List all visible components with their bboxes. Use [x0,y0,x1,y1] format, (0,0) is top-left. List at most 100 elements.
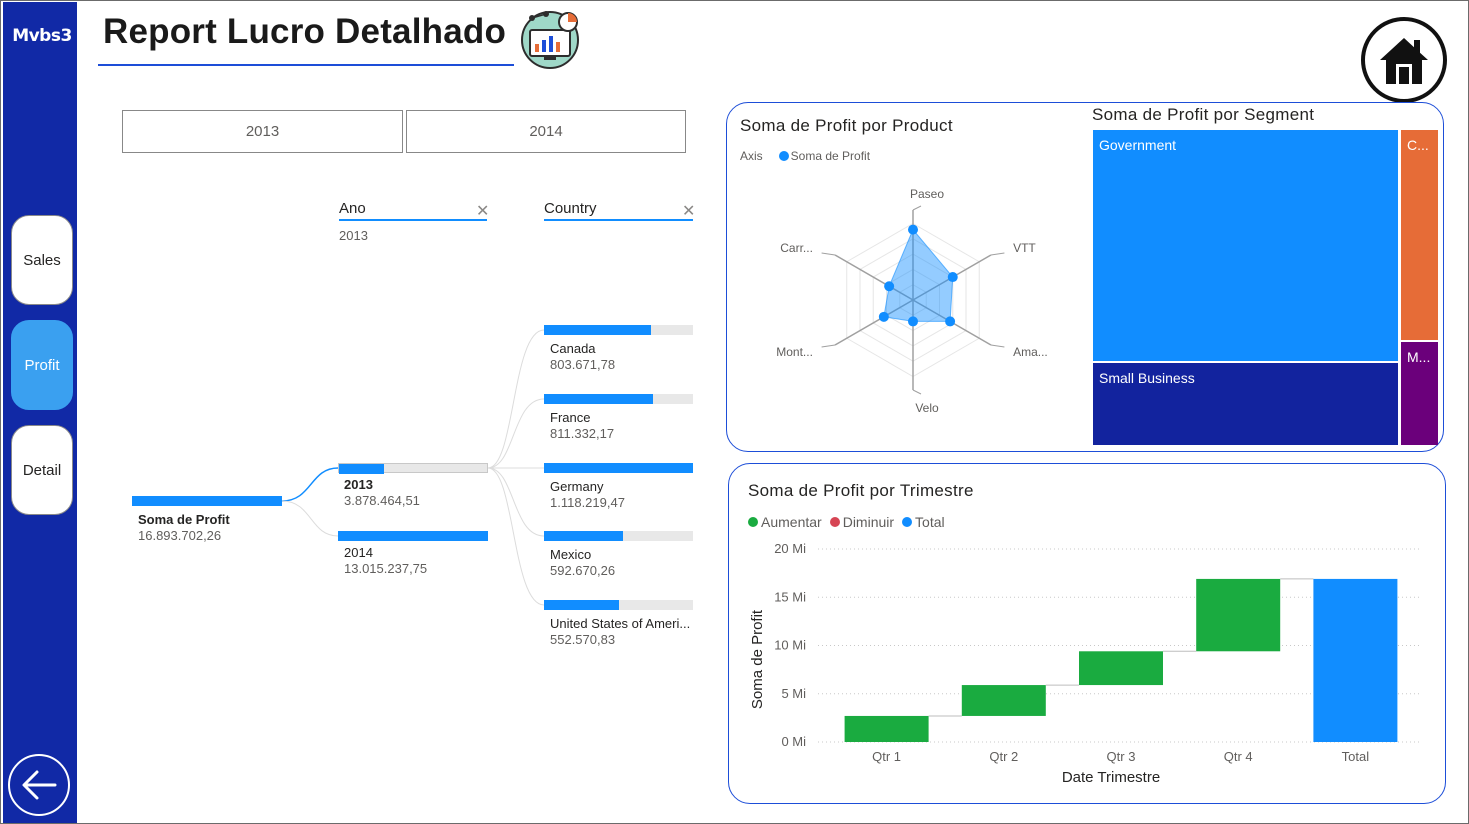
tree-year-value: 3.878.464,51 [344,493,420,508]
waterfall-y-tick-label: 20 Mi [774,541,806,556]
treemap-title: Soma de Profit por Segment [1092,105,1315,124]
legend-item-diminuir[interactable]: Diminuir [829,514,895,530]
tree-country-bar-fill [544,394,653,404]
nav-sales-button[interactable]: Sales [11,215,73,305]
home-button[interactable] [1361,17,1447,103]
remove-level-ano-icon[interactable]: ✕ [476,203,490,220]
radar-label-leader [990,252,1005,256]
tree-country-bar [544,463,693,473]
tree-country-label: United States of Ameri... [550,616,691,631]
home-icon [1380,38,1428,84]
tree-country-label: Canada [550,341,596,356]
radar-label-leader [990,344,1005,348]
tree-level-underline [339,219,487,221]
tree-level-selected-ano: 2013 [339,228,368,243]
radar-legend-axis: Axis [740,149,763,163]
tree-country-bar [544,531,693,541]
tree-level-header-ano: Ano [339,200,366,217]
radar-axis-label: Mont... [776,345,813,359]
waterfall-x-tick-label: Qtr 3 [1107,749,1136,764]
legend-dot-icon [778,151,789,161]
tree-year-bar-fill [339,464,384,474]
radar-chart-title: Soma de Profit por Product [740,116,953,135]
radar-axis-label: Carr... [780,241,813,255]
radar-data-point[interactable] [878,311,889,322]
tree-country-bar-fill [544,600,619,610]
arrow-left-icon [22,770,57,800]
legend-item-aumentar[interactable]: Aumentar [748,514,822,530]
waterfall-x-axis-title: Date Trimestre [1062,769,1160,786]
waterfall-x-tick-label: Qtr 2 [989,749,1018,764]
tree-year-bar [338,531,488,541]
waterfall-bar-increase[interactable] [1196,578,1281,652]
radar-legend-series-label: Soma de Profit [790,149,871,163]
tree-level-header-country: Country [544,200,597,217]
title-underline [98,64,514,66]
radar-series-area [883,228,954,322]
radar-data-point[interactable] [947,272,958,283]
treemap-label-small-business: Small Business [1099,370,1195,386]
waterfall-bar-increase[interactable] [961,685,1046,716]
waterfall-x-tick-label: Qtr 1 [872,749,901,764]
tree-year-label: 2013 [344,477,373,492]
tree-country-label: Mexico [550,547,592,562]
waterfall-y-tick-label: 5 Mi [781,686,806,701]
sidebar: Mvbs3 Sales Profit Detail [3,2,77,823]
dashboard-analytics-icon [521,11,579,69]
tree-level-underline [544,219,693,221]
tree-country-value: 811.332,17 [550,426,615,441]
legend-item-total[interactable]: Total [902,514,945,530]
page-title: Report Lucro Detalhado [103,12,507,51]
waterfall-y-tick-label: 15 Mi [774,589,806,604]
legend-label-total: Total [915,514,945,530]
waterfall-bar-increase[interactable] [844,715,929,742]
year-slicer-2013[interactable]: 2013 [122,110,403,153]
treemap-label-c: C... [1407,137,1429,153]
waterfall-y-axis-title: Soma de Profit [749,609,766,709]
radar-data-point[interactable] [908,224,918,235]
tree-country-bar-fill [544,325,651,335]
back-button[interactable] [8,754,70,816]
treemap-tile-government[interactable]: Government [1093,130,1398,361]
legend-dot-icon [748,517,758,527]
radar-data-point[interactable] [884,281,895,292]
radar-axis-label: Ama... [1013,345,1048,359]
legend-label-aumentar: Aumentar [761,514,822,530]
tree-year-value: 13.015.237,75 [344,561,428,576]
waterfall-bar-total[interactable] [1313,578,1398,742]
treemap-tile-c[interactable]: C... [1401,130,1438,340]
legend-dot-icon [902,517,913,527]
tree-country-bar [544,325,693,335]
waterfall-bar-increase[interactable] [1079,651,1163,686]
nav-detail-button[interactable]: Detail [11,425,73,515]
remove-level-country-icon[interactable]: ✕ [682,203,696,220]
waterfall-chart: 0 Mi 5 Mi 10 Mi 15 Mi 20 Mi Qtr 1 Qtr 2 Qtr 3 Qt… [749,541,1420,786]
nav-profit-button[interactable]: Profit [11,320,73,410]
waterfall-x-tick-label: Total [1342,749,1370,764]
tree-root-bar [132,496,282,506]
treemap-tile-small-business[interactable]: Small Business [1093,363,1398,445]
radar-data-point[interactable] [908,316,918,327]
tree-country-value: 592.670,26 [550,563,616,578]
radar-chart: Paseo VTT Ama... Velo Mont... Carr... [776,187,1048,415]
tree-year-bar [338,463,488,474]
tree-country-bar [544,600,693,610]
tree-country-label: France [550,410,591,425]
radar-label-leader [912,389,922,395]
tree-country-value: 552.570,83 [550,632,616,647]
treemap-tile-m[interactable]: M... [1401,342,1438,445]
tree-country-value: 1.118.219,47 [550,495,625,510]
radar-axis-line [834,299,914,346]
radar-data-point[interactable] [945,316,956,327]
radar-label-leader [821,344,836,348]
radar-axis-label: Paseo [910,187,944,201]
legend-label-diminuir: Diminuir [842,514,895,530]
waterfall-legend: Aumentar Diminuir Total [748,514,945,530]
tree-connectors [281,329,545,606]
year-slicer-2014[interactable]: 2014 [406,110,686,153]
tree-country-value: 803.671,78 [550,357,616,372]
tree-country-bar-fill [544,463,693,473]
tree-country-bar [544,394,693,404]
tree-year-label: 2014 [344,545,373,560]
waterfall-y-tick-label: 0 Mi [781,734,806,749]
